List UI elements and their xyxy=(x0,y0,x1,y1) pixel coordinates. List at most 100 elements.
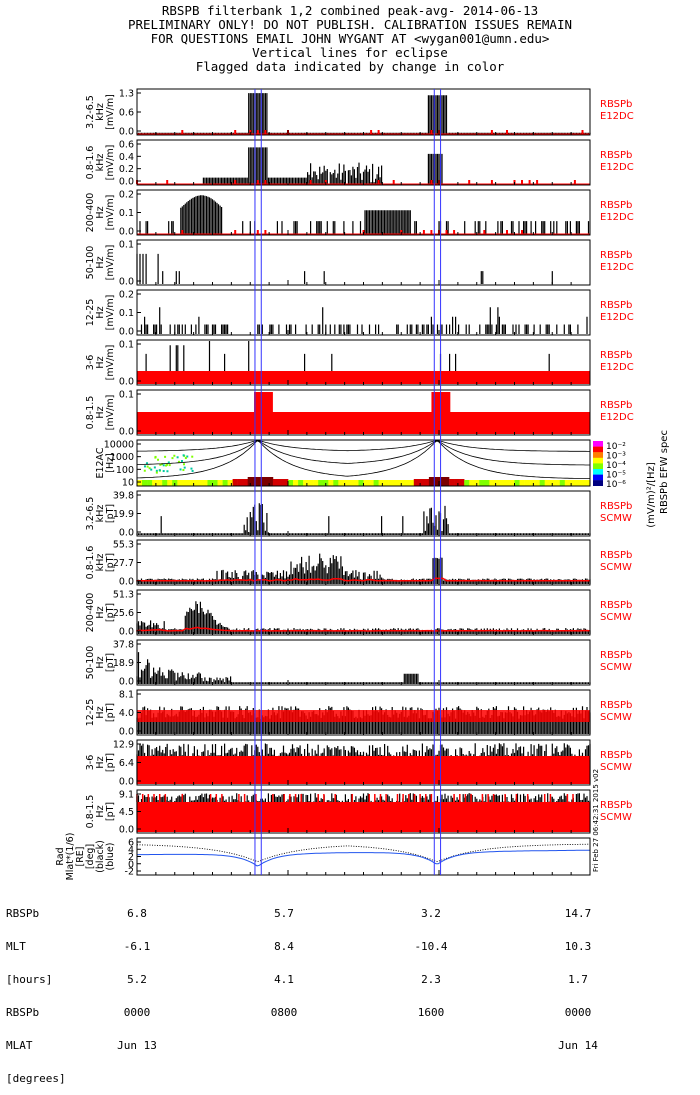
spectrogram-cell xyxy=(439,477,445,486)
y-axis-label: 50-100 xyxy=(85,246,96,280)
spectrogram-cell xyxy=(247,477,254,486)
y-tick-label: 0.4 xyxy=(119,152,134,163)
spectrogram-speck xyxy=(162,464,165,467)
panel-frame-0 xyxy=(136,88,591,136)
orbit-mlat-line xyxy=(136,849,590,867)
spectrogram-cell xyxy=(348,480,354,486)
spectrogram-speck xyxy=(164,455,167,458)
y-tick-label: 8.1 xyxy=(119,690,134,701)
spectrogram-speck xyxy=(176,456,179,459)
y-tick-label: 0.0 xyxy=(119,127,134,138)
colorbar-tick: 10⁻⁶ xyxy=(606,480,626,490)
spectrogram-cell xyxy=(267,477,274,486)
instrument-label: RBSPb xyxy=(600,300,632,311)
footer-tick-col-2: 3.2 -10.4 2.3 1600 xyxy=(401,886,461,1062)
spectrogram-cell xyxy=(539,480,546,486)
footer-tick-text: Jun 14 xyxy=(558,1039,598,1052)
y-tick-label: 0.0 xyxy=(119,727,134,738)
y-tick-label: 0.0 xyxy=(119,177,134,188)
flag-block-6 xyxy=(137,412,590,434)
y-axis-label: kHz xyxy=(95,103,106,121)
title-line-1: RBSPB filterbank 1,2 combined peak-avg- … xyxy=(161,3,539,18)
panel-frame-15 xyxy=(136,837,591,876)
y-tick-label: 0.0 xyxy=(119,327,134,338)
flag-block-13 xyxy=(137,756,590,784)
spectrogram-cell xyxy=(579,480,586,486)
processing-timestamp: Fri Feb 27 06:42:31 2015 v02 xyxy=(592,769,600,872)
spectrogram-cell xyxy=(393,480,400,486)
y-axis-label: Hz xyxy=(95,206,106,218)
y-axis-label: 12-25 xyxy=(85,299,96,327)
y-tick-label: 0.0 xyxy=(119,825,134,836)
colorbar-swatch xyxy=(593,474,603,481)
colorbar-tick: 10⁻² xyxy=(606,442,626,452)
instrument-label: RBSPb xyxy=(600,250,632,261)
spectrogram-cell xyxy=(192,480,198,486)
footer-tick-text: 0800 xyxy=(270,1006,298,1019)
title-line-5: Flagged data indicated by change in colo… xyxy=(195,59,505,74)
spectrogram-cell xyxy=(358,480,364,486)
panel-frame-3 xyxy=(136,239,591,286)
spectrogram-cell xyxy=(162,480,168,486)
spectrogram-cell xyxy=(277,479,284,486)
spectrogram-speck xyxy=(146,465,149,468)
y-axis-label: Hz xyxy=(95,756,106,768)
y-axis-label: kHz xyxy=(95,554,106,572)
y-tick-label: 0.0 xyxy=(119,627,134,638)
y-axis-label: Hz xyxy=(95,306,106,318)
spectrogram-cell xyxy=(554,480,561,486)
footer-label: [hours] xyxy=(6,973,53,986)
model-frequency-curve-1 xyxy=(136,440,590,466)
spectrogram-cell xyxy=(167,480,173,486)
data-trace-4 xyxy=(140,307,588,334)
spectrogram-cell xyxy=(288,480,294,486)
spectrogram-speck xyxy=(179,468,182,471)
spectrogram-cell xyxy=(464,480,470,486)
instrument-label: RBSPb xyxy=(600,200,632,211)
spectrogram-cell xyxy=(308,480,314,486)
spectrogram-cell xyxy=(222,480,228,486)
spectrogram-cell xyxy=(378,480,384,486)
y-axis-label: [pT] xyxy=(105,504,116,523)
flag-block-14 xyxy=(137,802,590,832)
y-tick-label: 10 xyxy=(122,478,134,489)
y-tick-label: 0.6 xyxy=(119,108,134,119)
y-tick-label: 0.0 xyxy=(119,528,134,539)
spectrogram-cell xyxy=(484,480,490,486)
flag-block-eclipse-1 xyxy=(254,392,273,434)
footer-tick-col-3: 14.7 10.3 1.7 0000 Jun 14 xyxy=(548,886,608,1062)
spectrogram-speck xyxy=(191,469,194,472)
y-axis-label: [pT] xyxy=(105,603,116,622)
spectrogram-speck xyxy=(168,464,171,467)
y-axis-label: [mV/m] xyxy=(105,245,116,281)
colorbar-tick: 10⁻³ xyxy=(606,452,626,462)
y-axis-label: Hz xyxy=(95,256,106,268)
instrument-label: E12DC xyxy=(600,412,634,423)
colorbar-title: RBSPb EFW spec xyxy=(659,430,670,514)
panel-frame-8 xyxy=(136,490,591,537)
y-tick-label: 1000 xyxy=(110,452,134,463)
spectrogram-speck xyxy=(159,463,162,466)
spectrogram-cell xyxy=(328,480,334,486)
stacked-panel-plot: 1.30.60.03.2-6.5 kHz [mV/m] RBSPbE12DC0.60.… xyxy=(55,88,670,880)
spectrogram-cell xyxy=(212,480,218,486)
instrument-label: E12DC xyxy=(600,312,634,323)
flag-trace-10 xyxy=(136,626,591,632)
y-tick-label: 0.1 xyxy=(119,308,134,319)
spectrogram-cell xyxy=(182,480,188,486)
model-frequency-curve-2 xyxy=(136,440,590,452)
spectrogram-cell xyxy=(383,480,389,486)
spectrogram-cell xyxy=(499,480,505,486)
colorbar-swatch xyxy=(593,469,603,475)
footer-tick-text: 2.3 xyxy=(421,973,441,986)
footer-label: RBSPb xyxy=(6,1006,40,1019)
spectrogram-speck xyxy=(180,460,183,463)
y-tick-label: 12.9 xyxy=(113,740,134,751)
y-tick-label: 51.3 xyxy=(113,590,134,601)
y-tick-label: 0.2 xyxy=(119,290,134,301)
spectrogram-cell xyxy=(343,480,349,486)
spectrogram-cell xyxy=(298,480,304,486)
y-tick-label: 37.8 xyxy=(113,640,134,651)
spectrogram-cell xyxy=(217,480,223,486)
footer-tick-col-1: 5.7 8.4 4.1 0800 xyxy=(254,886,314,1062)
